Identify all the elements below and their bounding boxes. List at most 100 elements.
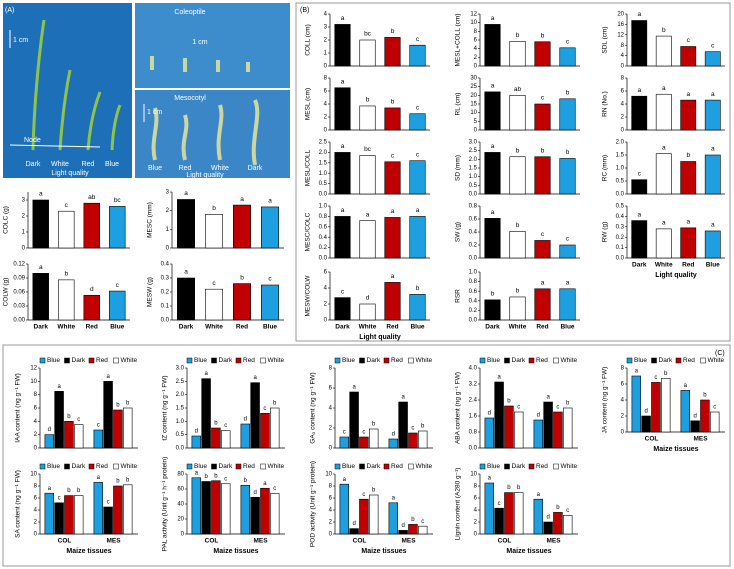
bar [103, 506, 113, 535]
y-tick-label: 0.5 [319, 181, 328, 187]
legend-label: Blue [487, 463, 500, 470]
significance-letter: a [392, 495, 396, 501]
significance-letter: a [240, 196, 244, 203]
y-tick-label: 2.4 [469, 398, 478, 404]
significance-letter: c [341, 288, 345, 295]
y-axis-label: MESW/COLW [305, 275, 312, 317]
bar [562, 515, 573, 535]
significance-letter: b [64, 271, 68, 278]
significance-letter: c [517, 405, 520, 411]
significance-letter: d [488, 411, 491, 417]
legend-swatch [113, 463, 119, 470]
significance-letter: d [392, 432, 395, 438]
y-axis-label: MESC/COLC [305, 212, 312, 251]
significance-letter: c [273, 486, 276, 492]
bar [113, 409, 123, 449]
significance-letter: a [711, 222, 715, 229]
x-tick-label: Dark [179, 324, 194, 331]
bar [191, 435, 202, 449]
bar [58, 279, 75, 321]
bar [484, 299, 501, 321]
y-axis-label: RN (No.) [602, 91, 609, 117]
y-tick-label: 6 [474, 496, 478, 502]
legend-label: Dark [659, 357, 673, 364]
photo-label: White [211, 165, 229, 172]
bar [631, 220, 648, 259]
bar [533, 419, 544, 449]
y-tick-label: 4 [324, 12, 328, 18]
legend-label: Dark [512, 357, 526, 364]
significance-letter: a [253, 375, 257, 381]
significance-letter: b [566, 90, 570, 97]
significance-letter: c [416, 36, 420, 43]
y-tick-label: 6 [324, 270, 328, 276]
significance-letter: a [366, 211, 370, 218]
x-axis-label: Light quality [655, 272, 697, 279]
x-tick-label: Red [536, 324, 548, 331]
x-tick-label: Blue [410, 324, 424, 331]
y-tick-label: 1.0 [319, 204, 328, 210]
bar [339, 483, 350, 535]
legend-label: White [708, 357, 725, 364]
bar [704, 230, 721, 259]
y-tick-label: 4 [621, 53, 625, 59]
y-tick-label: 0 [324, 64, 328, 70]
significance-letter: a [662, 144, 666, 151]
bar [64, 495, 74, 535]
y-tick-label: 2 [621, 414, 625, 420]
bar [409, 216, 426, 259]
x-tick-label: Red [386, 324, 398, 331]
bar [631, 95, 648, 131]
y-axis-label: JA content (ng g⁻¹ FW) [602, 367, 609, 434]
legend-swatch [553, 357, 559, 364]
y-tick-label: 5 [474, 119, 478, 125]
y-tick-label: 0.4 [469, 298, 478, 304]
y-tick-label: 2.0 [176, 392, 185, 398]
bar [513, 411, 524, 449]
y-tick-label: 4 [34, 419, 38, 425]
scale-label: 1 cm [147, 109, 162, 116]
y-tick-label: 0.0 [616, 256, 625, 262]
legend-swatch [504, 463, 510, 470]
y-tick-label: 0 [324, 128, 328, 134]
bar [553, 512, 563, 535]
bar [250, 382, 260, 449]
legend-swatch [211, 357, 217, 364]
legend-label: White [268, 463, 285, 470]
legend-swatch [235, 463, 242, 470]
y-tick-label: 0.0 [469, 256, 478, 262]
y-tick-label: 15 [470, 102, 477, 108]
bar [534, 240, 551, 259]
bar [494, 507, 504, 535]
x-tick-label: Dark [34, 324, 49, 331]
bar [680, 390, 691, 433]
bar [177, 277, 195, 321]
significance-letter: c [212, 280, 216, 287]
y-tick-label: 3 [324, 25, 328, 31]
bar [250, 496, 260, 535]
bar [484, 91, 501, 131]
significance-letter: c [566, 236, 570, 243]
y-tick-label: 0.8 [469, 279, 478, 285]
significance-letter: c [116, 282, 120, 289]
x-axis-label: Maize tissues [213, 548, 258, 555]
significance-letter: a [637, 11, 641, 18]
y-tick-label: 0.2 [616, 235, 625, 241]
y-tick-label: 20 [177, 517, 184, 523]
bar [211, 480, 221, 535]
legend-swatch [211, 463, 217, 470]
y-tick-label: 0.0 [161, 318, 170, 324]
significance-letter: a [491, 143, 495, 150]
significance-letter: b [566, 149, 570, 156]
y-tick-label: 0.0 [176, 446, 185, 452]
x-tick-label: White [57, 324, 75, 331]
significance-letter: b [507, 399, 511, 405]
bar [32, 273, 49, 321]
bar [109, 206, 126, 249]
y-tick-label: 8 [621, 76, 625, 82]
significance-letter: c [362, 430, 365, 436]
significance-letter: c [713, 405, 716, 411]
legend-label: Dark [367, 357, 381, 364]
significance-letter: c [541, 231, 545, 238]
significance-letter: a [263, 481, 267, 487]
